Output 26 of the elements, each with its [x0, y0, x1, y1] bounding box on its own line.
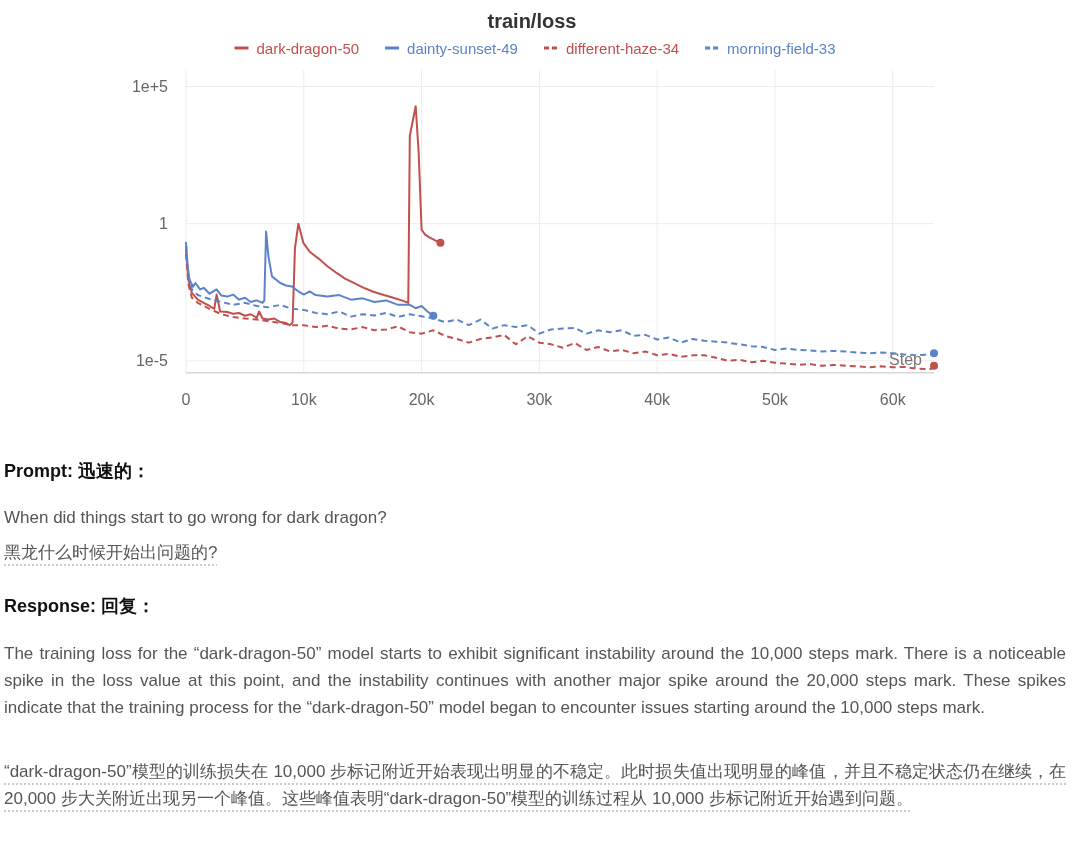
point [930, 361, 938, 370]
x-tick-label: 30k [526, 391, 554, 409]
x-tick-label: 60k [879, 391, 907, 409]
x-tick-label: 10k [290, 391, 318, 409]
x-tick-label: 20k [408, 391, 436, 409]
y-tick-label: 1e-5 [135, 352, 169, 370]
point [436, 238, 445, 247]
chart-title: train/loss [487, 10, 577, 32]
x-tick-label: 50k [762, 391, 789, 409]
legend-label: dark-dragon-50 [256, 39, 360, 57]
point [930, 349, 938, 358]
legend-label: dainty-sunset-49 [407, 39, 518, 57]
text: “dark-dragon-50”模型的训练损失在 10,000 步标记附近开始表现出明显的不稳定。此时损失值出现明显的峰值，并且不稳定状态仍在继续，在 20,000 步大关附近出现另一个峰值。这些峰值表明“dark-dragon-50”模型的训练过程从 10,000 步标记附近开始遇到问题。 [4, 761, 1066, 810]
text: The training loss for the “dark-dragon-50” model starts to exhibit significant instability around the 10,000 steps mark. There is a noticeable spike in the loss value at this point, and the instability continues with another major spike around the 20,000 steps mark. These spikes indicate that the training process for the “dark-dragon-50” model began to encounter issues starting around the 10,000 steps mark. [4, 643, 1066, 719]
text: When did things start to go wrong for dark dragon? [4, 507, 388, 529]
legend-label: morning-field-33 [727, 39, 836, 57]
y-tick-label: 1 [159, 215, 169, 233]
legend-label: different-haze-34 [565, 39, 680, 57]
text: 黑龙什么时候开始出问题的? [4, 542, 219, 564]
point [429, 311, 438, 320]
x-axis-title: Step [889, 351, 923, 369]
x-tick-label: 40k [644, 391, 672, 409]
text: Prompt: 迅速的： [4, 460, 151, 483]
text: Response: 回复： [4, 595, 157, 618]
y-tick-label: 1e+5 [131, 78, 169, 96]
x-tick-label: 0 [181, 391, 191, 409]
